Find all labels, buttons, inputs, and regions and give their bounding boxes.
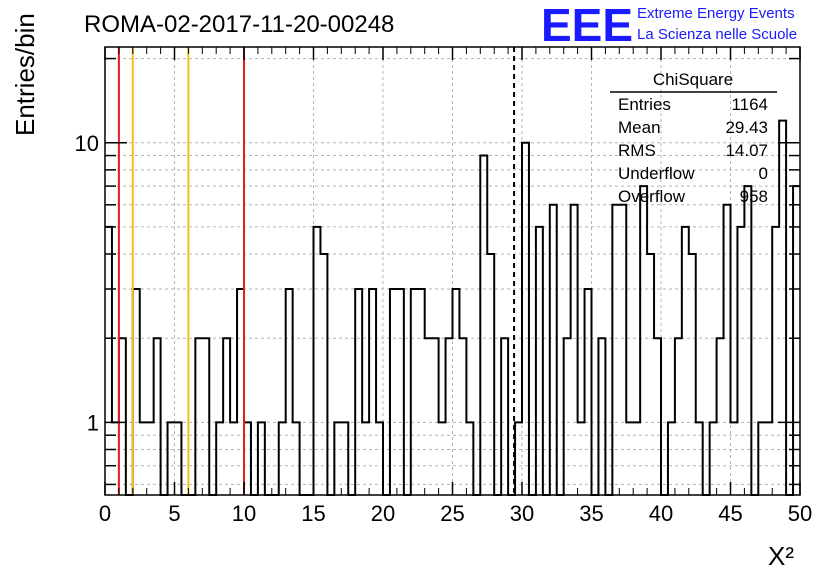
- stats-row-value: 0: [759, 164, 768, 183]
- histogram-bin: [675, 338, 682, 495]
- x-tick-label: 15: [301, 501, 325, 526]
- histogram-bin: [119, 338, 126, 495]
- stats-row-value: 958: [740, 187, 768, 206]
- chart-title: ROMA-02-2017-11-20-00248: [84, 11, 394, 38]
- histogram-bin: [314, 227, 321, 495]
- x-tick-label: 45: [718, 501, 742, 526]
- histogram-bin: [223, 338, 230, 495]
- histogram-bin: [133, 289, 140, 495]
- x-tick-label: 0: [99, 501, 111, 526]
- stats-row-label: RMS: [618, 141, 656, 160]
- histogram-bin: [737, 227, 744, 495]
- stats-box: ChiSquare Entries 1164 Mean 29.43 RMS 14.07 Un…: [610, 70, 777, 206]
- histogram-bin: [425, 338, 432, 495]
- x-tick-label: 40: [649, 501, 673, 526]
- histogram-bin: [640, 186, 647, 495]
- histogram-bin: [598, 338, 605, 495]
- histogram-bin: [564, 338, 571, 495]
- histogram-bin: [202, 338, 209, 495]
- histogram-bin: [793, 186, 800, 495]
- histogram-outline: [105, 119, 800, 496]
- histogram-bin: [286, 289, 293, 495]
- histogram-bin: [585, 289, 592, 495]
- x-axis-title: X²: [768, 541, 794, 571]
- stats-row-label: Underflow: [618, 164, 695, 183]
- y-tick-label: 10: [75, 131, 99, 156]
- stats-row-label: Overflow: [618, 187, 686, 206]
- histogram-bin: [654, 338, 661, 495]
- stats-row-value: 1164: [731, 95, 768, 114]
- eee-logo-text: EEE: [541, 0, 633, 51]
- y-axis-title: Entries/bin: [10, 13, 40, 136]
- histogram-bin: [689, 254, 696, 495]
- stats-box-name: ChiSquare: [653, 70, 733, 89]
- histogram-bin: [772, 227, 779, 495]
- x-tick-label: 20: [371, 501, 395, 526]
- histogram-bars: [105, 119, 800, 496]
- histogram-bin: [682, 227, 689, 495]
- stats-row-label: Entries: [618, 95, 671, 114]
- x-tick-label: 25: [440, 501, 464, 526]
- histogram-bin: [453, 289, 460, 495]
- histogram-bin: [744, 186, 751, 495]
- x-tick-label: 10: [232, 501, 256, 526]
- grid: [105, 47, 800, 495]
- logo-line-1: Extreme Energy Events: [637, 5, 795, 22]
- stats-row-label: Mean: [618, 118, 661, 137]
- histogram-bin: [550, 205, 557, 495]
- histogram-bin: [411, 289, 418, 495]
- histogram-bin: [487, 254, 494, 495]
- axes: [104, 46, 801, 496]
- histogram-bin: [390, 289, 397, 495]
- histogram-bin: [446, 338, 453, 495]
- histogram-bin: [418, 289, 425, 495]
- stats-row-value: 29.43: [725, 118, 768, 137]
- histogram-bin: [459, 338, 466, 495]
- tick-labels: 0 5 10 15 20 25 30 35 40 45 50 1 10: [75, 131, 813, 526]
- y-tick-label: 1: [87, 410, 99, 435]
- histogram-bin: [612, 205, 619, 495]
- histogram-bin: [355, 289, 362, 495]
- histogram-bin: [397, 289, 404, 495]
- histogram-bin: [571, 205, 578, 495]
- histogram-bin: [522, 143, 529, 495]
- histogram-bin: [779, 121, 786, 495]
- logo-line-2: La Scienza nelle Scuole: [637, 26, 797, 43]
- x-tick-label: 50: [788, 501, 812, 526]
- stats-row-value: 14.07: [725, 141, 768, 160]
- histogram-bin: [432, 338, 439, 495]
- histogram-bin: [501, 338, 508, 495]
- histogram-bin: [320, 254, 327, 495]
- histogram-bin: [647, 254, 654, 495]
- x-tick-label: 30: [510, 501, 534, 526]
- histogram-bin: [195, 338, 202, 495]
- x-tick-label: 5: [168, 501, 180, 526]
- marker-lines: [117, 47, 516, 495]
- histogram-bin: [724, 205, 731, 495]
- x-tick-label: 35: [579, 501, 603, 526]
- histogram-bin: [536, 227, 543, 495]
- histogram-bin: [154, 338, 161, 495]
- histogram-bin: [369, 289, 376, 495]
- histogram-bin: [105, 227, 112, 495]
- histogram-bin: [480, 156, 487, 495]
- histogram-bin: [619, 205, 626, 495]
- histogram-bin: [237, 289, 244, 495]
- histogram-bin: [717, 338, 724, 495]
- eee-logo: EEE Extreme Energy Events La Scienza nel…: [541, 0, 797, 51]
